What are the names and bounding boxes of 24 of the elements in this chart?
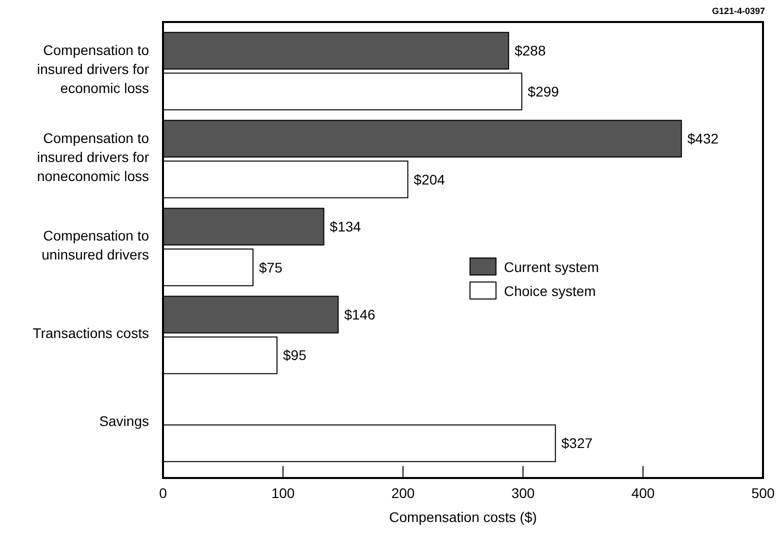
y-tick-label: Compensation to insured drivers for economic loss	[36, 42, 150, 96]
y-tick-label: Transactions costs	[32, 324, 149, 341]
data-label: $299	[528, 83, 560, 100]
data-label: $204	[414, 171, 446, 188]
data-label: $146	[344, 306, 376, 322]
data-label: $288	[514, 42, 546, 59]
data-label: $432	[687, 130, 719, 147]
x-tick-label: 100	[271, 485, 295, 501]
x-axis-title: Compensation costs ($)	[389, 509, 537, 525]
y-tick-label: Compensation to insured drivers for noneconomic loss	[36, 130, 150, 184]
x-tick-label: 400	[631, 485, 655, 501]
data-label: $75	[259, 259, 283, 276]
x-tick-label: 300	[511, 485, 535, 501]
data-label: $134	[330, 218, 362, 235]
x-tick-label: 0	[159, 485, 168, 501]
x-tick-label: 500	[751, 485, 775, 501]
y-tick-label: Savings	[99, 412, 149, 429]
data-label: $95	[283, 347, 307, 364]
x-tick-label: 200	[391, 485, 415, 501]
legend-label: Current system	[504, 258, 599, 275]
legend-label: Choice system	[504, 282, 596, 299]
y-tick-label: Compensation to uninsured drivers	[42, 227, 150, 262]
data-label: $327	[561, 435, 593, 452]
text: G121-4-0397	[712, 6, 765, 16]
